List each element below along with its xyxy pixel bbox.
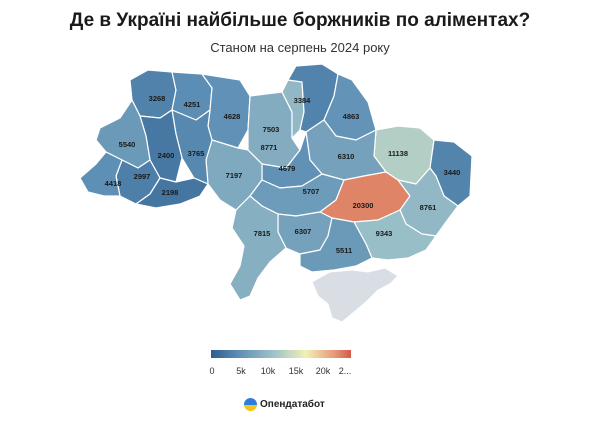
region-label-kyiv-city: 8771 [261, 143, 278, 152]
region-label-ternopil: 2400 [158, 151, 175, 160]
legend-tick-max: 2... [339, 366, 352, 376]
opendatabot-icon [244, 398, 257, 411]
region-chernivtsi[interactable] [135, 177, 209, 209]
page-title: Де в Україні найбільше боржників по алім… [69, 10, 531, 31]
legend-tick-5k: 5k [236, 366, 246, 376]
region-label-kirovohrad: 5707 [303, 187, 320, 196]
region-label-zhytomyr: 4628 [224, 112, 241, 121]
region-label-rivne: 4251 [184, 100, 201, 109]
region-label-lviv: 5540 [119, 140, 136, 149]
legend-tick-15k: 15k [289, 366, 304, 376]
logo-text: Опендатабот [260, 399, 325, 410]
crimea-region [311, 267, 399, 323]
legend-tick-20k: 20k [316, 366, 331, 376]
legend-tick-10k: 10k [261, 366, 276, 376]
region-label-mykolaiv: 6307 [295, 227, 312, 236]
legend-color-bar [211, 350, 351, 358]
region-label-poltava: 6310 [338, 152, 355, 161]
region-label-donetsk: 8761 [420, 203, 437, 212]
region-label-cherkasy: 4679 [279, 164, 296, 173]
region-label-vinnytsia: 7197 [226, 171, 243, 180]
region-label-luhansk: 3440 [444, 168, 461, 177]
region-label-odesa: 7815 [254, 229, 271, 238]
region-label-zakarpattia: 4418 [105, 179, 122, 188]
region-label-kharkiv: 11138 [388, 149, 408, 158]
opendatabot-logo: Опендатабот [244, 398, 325, 411]
region-label-khmelnytskyi: 3765 [188, 149, 205, 158]
region-label-volyn: 3268 [149, 94, 166, 103]
region-label-chernivtsi: 2198 [162, 188, 179, 197]
legend-tick-0: 0 [209, 366, 214, 376]
region-kherson[interactable] [299, 217, 373, 273]
region-label-dnipro: 20300 [353, 201, 374, 210]
region-zakarpattia[interactable] [79, 151, 123, 197]
region-label-chernihiv: 3384 [294, 96, 312, 105]
region-label-ivano-frankivsk: 2997 [134, 172, 151, 181]
region-label-kyiv-oblast: 7503 [263, 125, 280, 134]
page-subtitle: Станом на серпень 2024 року [210, 40, 390, 55]
region-odesa[interactable] [229, 195, 287, 301]
region-label-zaporizhzhia: 9343 [376, 229, 393, 238]
region-label-sumy: 4863 [343, 112, 360, 121]
region-label-kherson: 5511 [336, 246, 352, 255]
